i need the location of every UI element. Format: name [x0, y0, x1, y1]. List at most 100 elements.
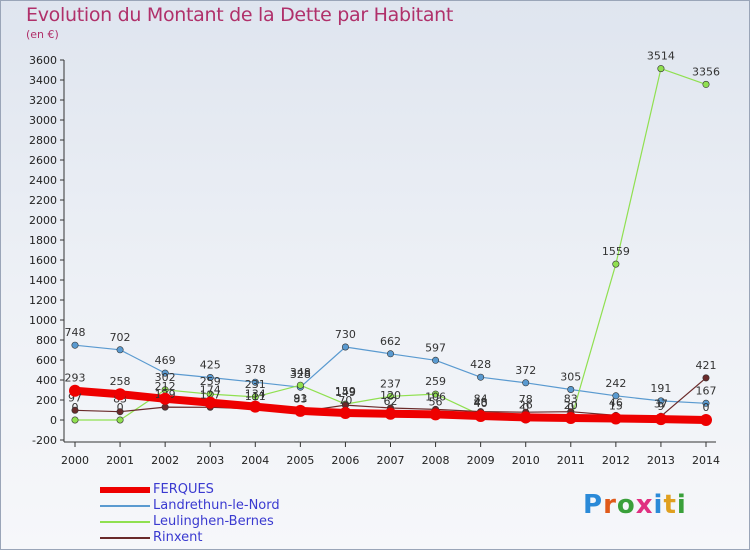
data-point [700, 414, 712, 426]
data-label: 56 [429, 395, 443, 408]
data-point [71, 406, 79, 414]
data-point [161, 403, 169, 411]
legend-swatch-leulinghen [100, 521, 150, 523]
data-label: 15 [609, 400, 623, 413]
data-point [564, 412, 577, 424]
data-label: 83 [564, 393, 578, 406]
x-tick-label: 2009 [467, 454, 495, 467]
y-tick-label: 3200 [29, 94, 57, 107]
y-tick-label: 0 [50, 414, 57, 427]
legend-swatch-rinxent [100, 537, 150, 539]
data-label: 40 [474, 397, 488, 410]
x-tick-label: 2000 [61, 454, 89, 467]
data-point [116, 408, 124, 416]
data-point [612, 392, 620, 400]
y-tick-label: 200 [36, 394, 57, 407]
data-label: 372 [515, 364, 536, 377]
x-tick-label: 2007 [377, 454, 405, 467]
legend-label: Leulinghen-Bernes [153, 514, 274, 529]
x-tick-label: 2014 [692, 454, 720, 467]
data-point [386, 392, 394, 400]
y-tick-label: 400 [36, 374, 57, 387]
data-label: 293 [65, 372, 86, 385]
x-tick-label: 2010 [512, 454, 540, 467]
legend-label: Rinxent [153, 530, 203, 545]
data-point [702, 374, 710, 382]
data-label: 9 [657, 400, 664, 413]
data-label: 0 [567, 401, 574, 414]
data-point [159, 392, 172, 405]
data-point [161, 369, 169, 377]
data-point [474, 410, 487, 422]
legend-swatch-ferques [100, 487, 150, 493]
data-label: 62 [384, 395, 398, 408]
data-label: 106 [425, 390, 446, 403]
data-label: 421 [696, 359, 717, 372]
y-tick-label: 800 [36, 334, 57, 347]
data-point [114, 388, 127, 401]
y-tick-label: 2800 [29, 134, 57, 147]
data-label: 159 [335, 385, 356, 398]
y-tick-label: 1000 [29, 314, 57, 327]
data-label: 127 [200, 388, 221, 401]
data-label: 46 [609, 396, 623, 409]
data-label: 242 [605, 377, 626, 390]
data-point [609, 412, 622, 425]
data-label: 37 [654, 397, 668, 410]
data-point [386, 350, 394, 358]
data-point [657, 397, 665, 405]
legend-label: Landrethun-le-Nord [153, 498, 280, 513]
data-point [477, 373, 485, 381]
data-label: 428 [470, 358, 491, 371]
y-tick-label: 1800 [29, 234, 57, 247]
x-tick-label: 2012 [602, 454, 630, 467]
data-point [339, 407, 352, 419]
data-point [71, 416, 79, 424]
data-label: 3356 [692, 65, 720, 78]
data-point [702, 80, 710, 88]
data-label: 212 [155, 380, 176, 393]
data-point [519, 411, 532, 424]
data-point [294, 404, 307, 417]
data-point [522, 379, 530, 387]
data-point [429, 408, 442, 421]
data-point [432, 390, 440, 398]
data-point [341, 343, 349, 351]
data-label: 91 [293, 392, 307, 405]
y-tick-label: 1600 [29, 254, 57, 267]
data-point [657, 65, 665, 73]
x-tick-label: 2006 [331, 454, 359, 467]
data-point [432, 356, 440, 364]
data-label: 1559 [602, 245, 630, 258]
data-label: 0 [703, 401, 710, 414]
chart-subtitle: (en €) [26, 28, 59, 41]
x-tick-label: 2013 [647, 454, 675, 467]
x-tick-label: 2004 [241, 454, 269, 467]
data-label: 48 [474, 396, 488, 409]
chart-title: Evolution du Montant de la Dette par Hab… [26, 4, 454, 26]
data-point [206, 373, 214, 381]
data-point [384, 407, 397, 420]
data-label: 134 [245, 388, 266, 401]
data-label: 748 [65, 326, 86, 339]
y-tick-label: 2200 [29, 194, 57, 207]
data-label: 167 [696, 384, 717, 397]
data-label: 20 [564, 399, 578, 412]
data-label: 348 [290, 366, 311, 379]
data-label: 730 [335, 328, 356, 341]
data-label: 78 [519, 393, 533, 406]
data-label: 302 [155, 371, 176, 384]
data-label: 84 [474, 393, 488, 406]
proxiti-logo: Proxiti [583, 490, 687, 520]
legend-label: FERQUES [153, 482, 214, 497]
data-label: 0 [117, 401, 124, 414]
data-label: 259 [425, 375, 446, 388]
data-label: 174 [200, 384, 221, 397]
data-point [612, 260, 620, 268]
x-tick-label: 2008 [422, 454, 450, 467]
data-label: 328 [290, 368, 311, 381]
data-point [116, 416, 124, 424]
legend-swatch-landrethun [100, 505, 150, 507]
